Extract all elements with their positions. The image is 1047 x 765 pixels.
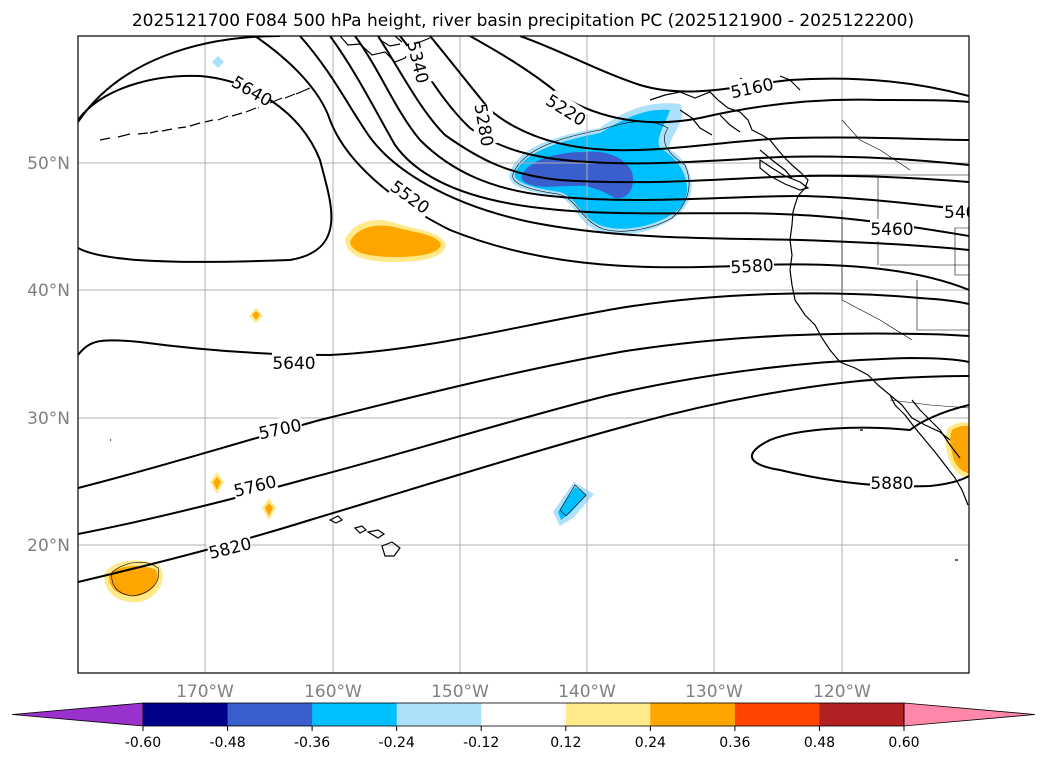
contour-label: 5460 [870, 220, 913, 240]
precip-shading [104, 56, 969, 603]
lat-label: 50°N [27, 154, 70, 174]
contour-label: 5760 [232, 472, 279, 502]
lon-label: 140°W [558, 682, 616, 702]
colorbar-tick-label: -0.24 [379, 735, 415, 751]
colorbar-frame [142, 702, 905, 727]
colorbar-swatch [227, 703, 313, 726]
lon-label: 160°W [304, 682, 362, 702]
lat-label: 20°N [27, 536, 70, 556]
height-contours [78, 36, 969, 583]
colorbar-tick-label: -0.60 [125, 735, 161, 751]
contour-label: 5700 [257, 416, 303, 445]
colorbar-tick-label: 0.36 [719, 735, 750, 751]
contour-label: 5340 [402, 39, 432, 86]
far-west-positive-region [104, 472, 276, 603]
map-title: 2025121700 F084 500 hPa height, river ba… [132, 11, 914, 31]
colorbar-swatch [565, 703, 651, 726]
contour-label: 5400 [944, 203, 987, 223]
lat-label: 30°N [27, 409, 70, 429]
colorbar-tick-label: 0.48 [804, 735, 835, 751]
contour-label: 5580 [730, 256, 774, 278]
map-area: 5640 5340 5280 5220 5160 5520 5460 5400 … [78, 36, 987, 673]
colorbar-swatch [734, 703, 820, 726]
colorbar-extend-max [903, 702, 1036, 727]
lon-label: 130°W [685, 682, 743, 702]
contour-labels: 5640 5340 5280 5220 5160 5520 5460 5400 … [205, 39, 987, 564]
contour-label: 5160 [729, 75, 775, 104]
colorbar-tick-label: -0.48 [209, 735, 245, 751]
contour-label: 5280 [469, 102, 496, 148]
map-frame [77, 35, 970, 674]
colorbar-swatch [819, 703, 905, 726]
lat-label: 40°N [27, 281, 70, 301]
baja-positive-region [945, 422, 969, 479]
contour-label: 5640 [272, 354, 315, 374]
colorbar-swatch [143, 703, 229, 726]
lon-label: 170°W [176, 682, 234, 702]
contour-label: 5880 [870, 474, 913, 494]
subtropical-negative-region [553, 482, 594, 526]
north-pacific-positive-region [249, 220, 446, 323]
colorbar-tick-label: 0.24 [635, 735, 666, 751]
lon-label: 150°W [431, 682, 489, 702]
colorbar-swatch [312, 703, 398, 726]
colorbar-swatch [650, 703, 736, 726]
contour-label: 5820 [207, 534, 254, 564]
colorbar: -0.60 -0.48 -0.36 -0.24 -0.12 0.12 0.24 0.36 0.4… [11, 702, 1036, 751]
lat-labels: 50°N 40°N 30°N 20°N [27, 154, 70, 556]
colorbar-swatch [481, 703, 567, 726]
colorbar-swatch [396, 703, 482, 726]
lon-label: 120°W [813, 682, 871, 702]
colorbar-extend-min [11, 702, 144, 727]
colorbar-tick-label: 0.60 [888, 735, 919, 751]
lon-labels: 170°W 160°W 150°W 140°W 130°W 120°W [176, 682, 871, 702]
colorbar-tick-label: 0.12 [550, 735, 581, 751]
colorbar-tick-label: -0.12 [463, 735, 499, 751]
colorbar-tick-label: -0.36 [294, 735, 330, 751]
